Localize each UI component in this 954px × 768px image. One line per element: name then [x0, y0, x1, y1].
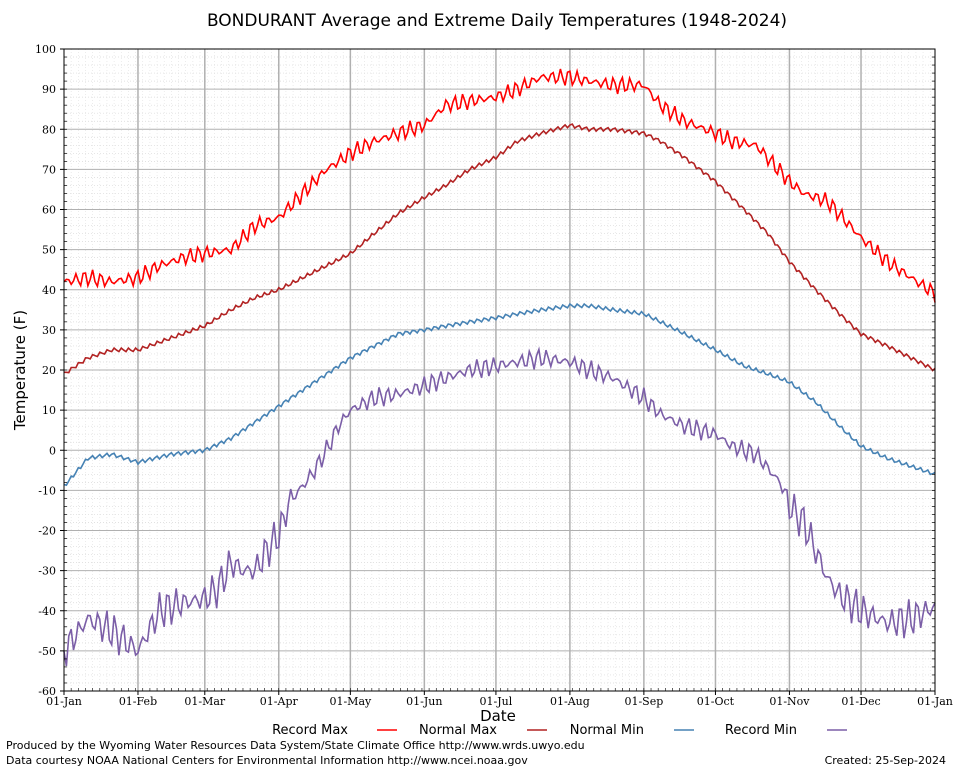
x-tick-label: 01-Oct [697, 695, 735, 708]
y-tick-label: 90 [42, 83, 56, 96]
y-tick-label: -30 [38, 565, 56, 578]
x-tick-label: 01-Apr [260, 695, 299, 708]
x-tick-label: 01-Feb [119, 695, 157, 708]
grid-lines [64, 49, 935, 691]
x-tick-label: 01-Mar [184, 695, 226, 708]
y-tick-label: 40 [42, 284, 56, 297]
y-tick-label: -20 [38, 525, 56, 538]
y-tick-label: 10 [42, 404, 56, 417]
series-lines [63, 68, 936, 667]
series-line-record-min [63, 346, 936, 667]
series-line-normal-max [64, 123, 936, 374]
legend-label-normal-max: Normal Max [419, 723, 497, 738]
x-tick-label: 01-Dec [841, 695, 880, 708]
legend-label-record-min: Record Min [725, 723, 797, 738]
y-tick-label: -50 [38, 645, 56, 658]
series-line-normal-min [63, 302, 936, 487]
y-axis-label: Temperature (F) [11, 310, 29, 431]
credit-produced-by: Produced by the Wyoming Water Resources … [6, 739, 585, 752]
x-axis-ticks: 01-Jan 01-Feb 01-Mar 01-Apr 01-May 01-Jun 01-J… [46, 688, 953, 708]
x-tick-label: 01-May [329, 695, 372, 708]
x-tick-label: 01-Jan [46, 695, 82, 708]
credit-data-courtesy: Data courtesy NOAA National Centers for … [6, 754, 528, 767]
y-tick-label: 80 [42, 123, 56, 136]
x-tick-label: 01-Nov [769, 695, 810, 708]
chart-title: BONDURANT Average and Extreme Daily Temp… [207, 11, 787, 31]
x-tick-label: 01-Sep [624, 695, 663, 708]
y-tick-label: 0 [49, 444, 56, 457]
x-axis-label: Date [480, 707, 516, 725]
y-tick-label: -40 [38, 605, 56, 618]
x-tick-label: 01-Jan [917, 695, 953, 708]
y-tick-label: 60 [42, 204, 56, 217]
y-tick-label: 70 [42, 163, 56, 176]
series-line-record-max [63, 68, 936, 303]
x-tick-label: 01-Jul [480, 695, 513, 708]
y-tick-label: 100 [35, 43, 56, 56]
x-tick-label: 01-Jun [406, 695, 442, 708]
y-tick-label: -10 [38, 484, 56, 497]
y-tick-label: 50 [42, 244, 56, 257]
credit-created-date: Created: 25-Sep-2024 [825, 754, 946, 767]
y-tick-label: 30 [42, 324, 56, 337]
legend: Record Max Normal Max Normal Min Record Min [272, 723, 847, 738]
x-tick-label: 01-Aug [550, 695, 590, 708]
y-tick-label: 20 [42, 364, 56, 377]
y-tick-label: -60 [38, 685, 56, 698]
legend-label-normal-min: Normal Min [570, 723, 644, 738]
legend-label-record-max: Record Max [272, 723, 348, 738]
